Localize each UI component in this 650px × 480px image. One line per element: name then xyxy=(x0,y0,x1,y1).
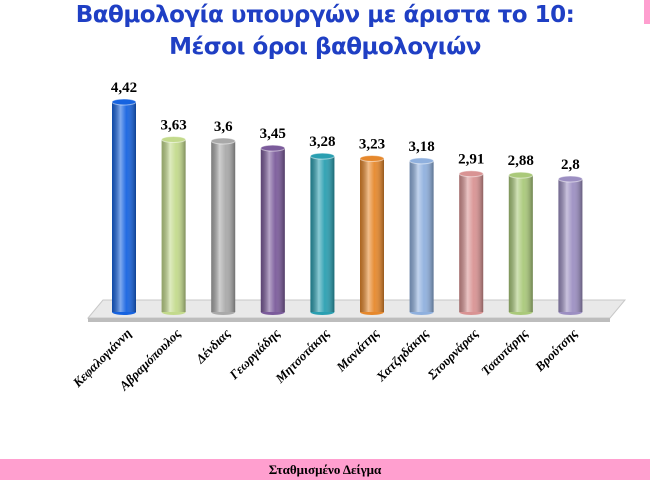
bar-top xyxy=(309,152,335,160)
value-label: 4,42 xyxy=(111,80,137,96)
bar-top xyxy=(359,155,385,163)
bar-shade xyxy=(508,175,533,312)
floor-edge xyxy=(88,318,610,322)
value-label: 3,6 xyxy=(214,119,233,135)
chart-title: Βαθμολογία υπουργών με άριστα το 10: xyxy=(76,2,575,28)
bar-shade xyxy=(360,158,384,312)
value-label: 3,23 xyxy=(359,137,385,153)
bar-top xyxy=(508,171,534,179)
value-label: 2,88 xyxy=(508,153,534,169)
bar-shade xyxy=(558,178,583,312)
footer-note: Σταθμισμένο Δείγμα xyxy=(269,462,382,477)
bar-shade xyxy=(211,140,236,312)
bar-shade xyxy=(459,173,484,312)
bar-top xyxy=(458,170,484,178)
footer-band xyxy=(0,459,650,480)
value-label: 2,91 xyxy=(458,152,484,168)
bar-top xyxy=(210,137,236,145)
bar-shade xyxy=(310,156,335,312)
value-label: 3,63 xyxy=(160,118,186,134)
bar-top xyxy=(409,157,435,165)
bar-shade xyxy=(112,102,136,312)
chart-title: Μέσοι όροι βαθμολογιών xyxy=(169,34,481,60)
bar-top xyxy=(260,144,286,152)
bar-top xyxy=(111,98,137,106)
bar-shade xyxy=(161,139,186,312)
bar-shade xyxy=(260,148,285,312)
corner-strip xyxy=(644,0,650,24)
value-label: 3,45 xyxy=(260,126,286,142)
value-label: 2,8 xyxy=(561,157,580,173)
bar-top xyxy=(161,136,187,144)
value-label: 3,18 xyxy=(408,139,434,155)
bar-top xyxy=(557,175,583,183)
bar-shade xyxy=(409,160,434,312)
value-label: 3,28 xyxy=(309,134,335,150)
